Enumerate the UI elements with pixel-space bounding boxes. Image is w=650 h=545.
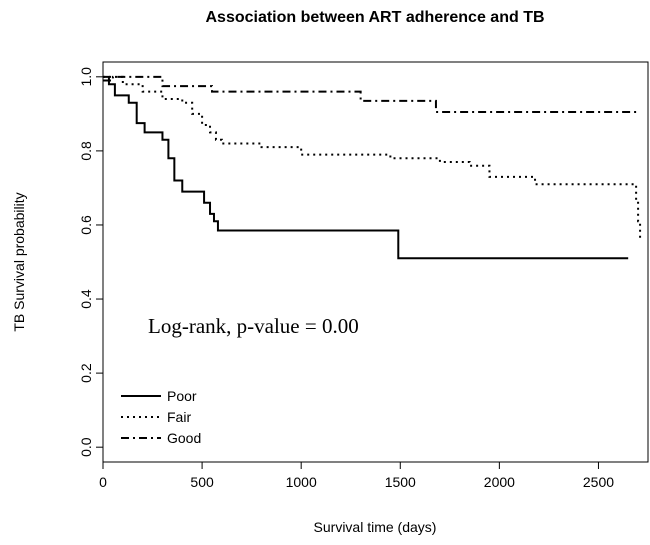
survival-curve — [103, 75, 629, 260]
plot-frame — [102, 61, 649, 463]
y-tick-label: 1.0 — [78, 67, 94, 87]
y-tick-label: 0.2 — [78, 363, 94, 383]
legend-label: Fair — [167, 409, 191, 425]
survival-curve — [103, 75, 642, 240]
annotation: Log-rank, p-value = 0.00 — [148, 314, 359, 338]
y-axis-label: TB Survival probability — [11, 192, 27, 331]
x-tick-label: 1500 — [385, 474, 416, 490]
x-axis-label: Survival time (days) — [314, 519, 437, 535]
x-tick-label: 0 — [99, 474, 107, 490]
survival-curve — [103, 75, 641, 113]
legend-label: Poor — [167, 388, 197, 404]
x-tick-label: 2500 — [583, 474, 614, 490]
y-tick-label: 0.0 — [78, 437, 94, 457]
y-tick-label: 0.8 — [78, 141, 94, 161]
y-tick-label: 0.4 — [78, 289, 94, 309]
y-tick-label: 0.6 — [78, 215, 94, 235]
x-tick-label: 500 — [190, 474, 214, 490]
x-tick-label: 2000 — [484, 474, 515, 490]
legend-label: Good — [167, 430, 201, 446]
x-tick-label: 1000 — [286, 474, 317, 490]
chart-title: Association between ART adherence and TB — [205, 9, 544, 26]
